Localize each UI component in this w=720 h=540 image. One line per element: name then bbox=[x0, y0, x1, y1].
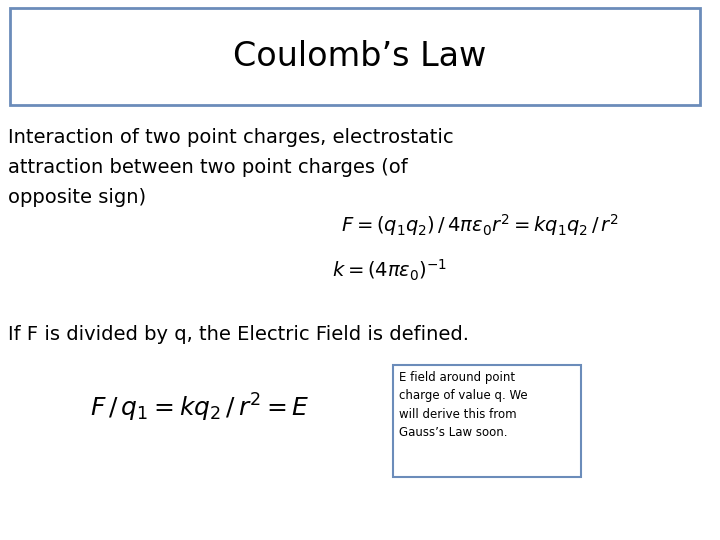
Text: Coulomb’s Law: Coulomb’s Law bbox=[233, 40, 487, 73]
Text: opposite sign): opposite sign) bbox=[8, 188, 146, 207]
Text: E field around point
charge of value q. We
will derive this from
Gauss’s Law soo: E field around point charge of value q. … bbox=[399, 371, 528, 440]
FancyBboxPatch shape bbox=[10, 8, 700, 105]
Text: $k=(4\pi\varepsilon_0)^{-1}$: $k=(4\pi\varepsilon_0)^{-1}$ bbox=[333, 258, 448, 283]
FancyBboxPatch shape bbox=[393, 365, 581, 477]
Text: If F is divided by q, the Electric Field is defined.: If F is divided by q, the Electric Field… bbox=[8, 325, 469, 344]
Text: Interaction of two point charges, electrostatic: Interaction of two point charges, electr… bbox=[8, 128, 454, 147]
Text: $F=(q_1q_2)\,/\,4\pi\varepsilon_0 r^2=kq_1q_2\,/\,r^2$: $F=(q_1q_2)\,/\,4\pi\varepsilon_0 r^2=kq… bbox=[341, 212, 619, 238]
Text: attraction between two point charges (of: attraction between two point charges (of bbox=[8, 158, 408, 177]
Text: $F\,/\,q_1=kq_2\,/\,r^2=E$: $F\,/\,q_1=kq_2\,/\,r^2=E$ bbox=[90, 392, 310, 424]
